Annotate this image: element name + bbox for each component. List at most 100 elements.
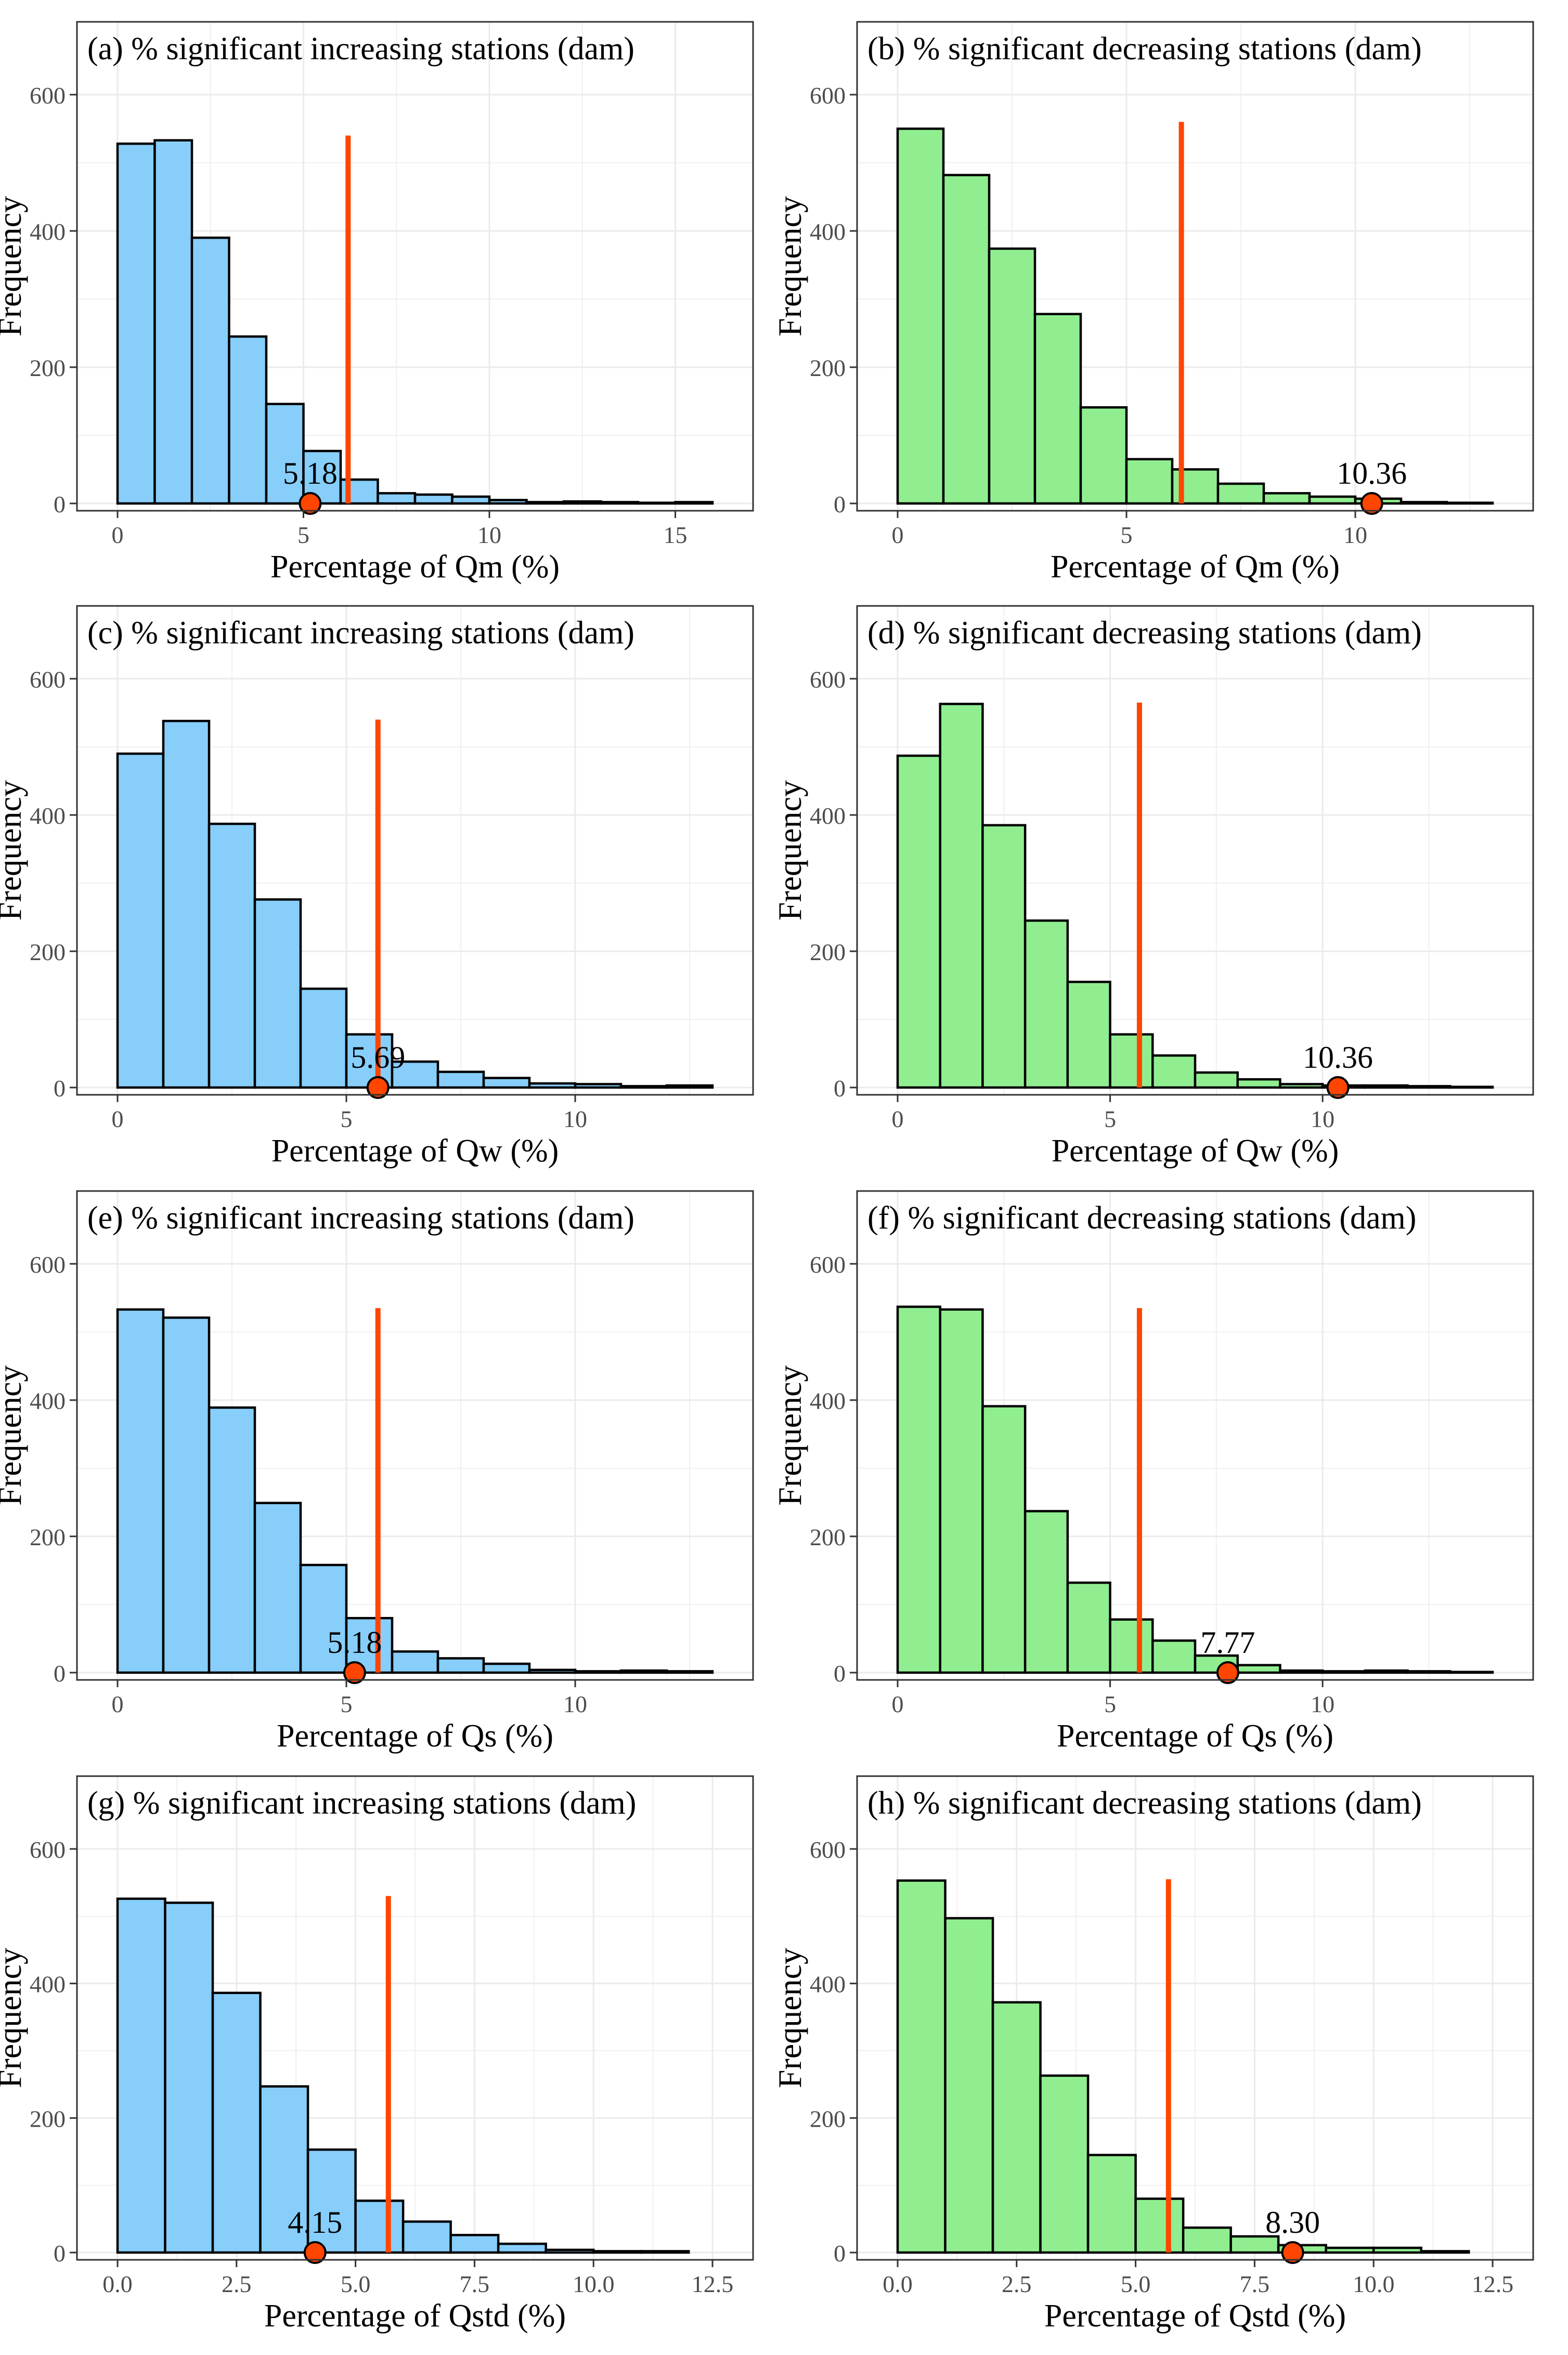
histogram-bar (1321, 1670, 1367, 1674)
panel-c: 5.69 (c) % significant increasing station… (0, 605, 754, 1169)
panel-e: 5.18 (e) % significant increasing station… (0, 1190, 754, 1754)
x-tick-label: 0 (892, 522, 904, 548)
x-tick-label: 10 (1343, 522, 1367, 548)
y-tick-label: 200 (810, 2105, 846, 2132)
panel-border (856, 1190, 1534, 1681)
histogram-bar (1420, 2250, 1470, 2254)
x-tick-label: 5 (341, 1106, 353, 1132)
histogram-bar (208, 822, 256, 1089)
x-tick-label: 10 (563, 1691, 587, 1717)
y-tick-label: 200 (30, 939, 66, 965)
x-tick-label: 5.0 (1121, 2271, 1151, 2297)
x-tick-label: 10.0 (1353, 2271, 1395, 2297)
histogram-bar (1033, 313, 1082, 505)
histogram-bar (162, 1316, 211, 1674)
histogram-bar (162, 719, 211, 1089)
histogram-bar (1023, 1510, 1069, 1674)
y-tick-label: 400 (810, 218, 846, 245)
y-axis-label: Frequency (0, 196, 28, 337)
panel-b: 10.36 (b) % significant decreasing statio… (771, 21, 1534, 585)
x-tick-label: 2.5 (1002, 2271, 1032, 2297)
y-tick-label: 400 (810, 1971, 846, 1998)
histogram-bar (1449, 1085, 1494, 1089)
y-axis-label: Frequency (771, 780, 808, 921)
histogram-bar (896, 127, 945, 505)
x-tick-label: 0 (112, 522, 124, 548)
y-tick-label: 600 (810, 666, 846, 693)
histogram-bar (545, 2248, 595, 2254)
histogram-bar (1364, 1084, 1409, 1089)
histogram-bar (1262, 492, 1311, 505)
y-tick-label: 0 (54, 2240, 66, 2267)
histogram-bar (1308, 495, 1357, 505)
histogram-bar (299, 1563, 348, 1674)
x-tick-label: 0.0 (102, 2271, 133, 2297)
histogram-bar (153, 139, 193, 505)
histogram-bar (354, 2199, 405, 2254)
histogram-bar (164, 1901, 214, 2254)
y-tick-label: 0 (834, 2240, 846, 2267)
histogram-bar (253, 898, 302, 1089)
histogram-bar (988, 247, 1036, 505)
x-tick-label: 10.0 (573, 2271, 615, 2297)
histogram-bar (449, 2234, 500, 2254)
y-tick-label: 200 (30, 1524, 66, 1550)
y-axis-label: Frequency (0, 780, 28, 921)
histogram-bar (1079, 406, 1128, 505)
x-tick-label: 5 (1104, 1691, 1116, 1717)
panel-title: (f) % significant decreasing stations (d… (867, 1200, 1416, 1236)
histogram-bar (436, 1070, 485, 1089)
panel-h: 8.30 (h) % significant decreasing station… (771, 1775, 1534, 2334)
y-tick-label: 400 (30, 1971, 66, 1998)
observed-marker (1326, 1076, 1350, 1099)
y-axis-label: Frequency (771, 1365, 808, 1506)
histogram-bar (896, 754, 941, 1089)
histogram-bar (574, 1670, 623, 1674)
histogram-bar (1039, 2074, 1090, 2254)
histogram-bar (562, 500, 602, 505)
y-tick-label: 600 (810, 82, 846, 109)
panel-border (856, 1775, 1534, 2261)
x-axis-label: Percentage of Qm (%) (1051, 549, 1340, 585)
panel-border (856, 21, 1534, 512)
histogram-bar (1134, 2197, 1185, 2254)
histogram-bar (1406, 1670, 1452, 1674)
y-tick-label: 200 (810, 1524, 846, 1550)
y-axis-label: Frequency (771, 1948, 808, 2088)
panel-title: (g) % significant increasing stations (d… (87, 1785, 636, 1821)
histogram-bar (436, 1657, 485, 1674)
y-tick-label: 400 (30, 803, 66, 829)
observed-marker (1281, 2241, 1304, 2264)
y-tick-label: 0 (54, 491, 66, 517)
histogram-bar (1151, 1639, 1197, 1674)
histogram-bar (116, 1308, 165, 1674)
histogram-bar (528, 1082, 577, 1089)
y-tick-label: 0 (54, 1660, 66, 1687)
panel-border (856, 605, 1534, 1096)
histogram-bar (1406, 1085, 1452, 1089)
histogram-bar (619, 1669, 668, 1674)
histogram-bar (253, 1502, 302, 1674)
observed-marker-label: 4.15 (288, 2205, 342, 2240)
panel-title: (a) % significant increasing stations (d… (87, 31, 634, 67)
y-tick-label: 0 (834, 491, 846, 517)
histogram-bar (401, 2220, 452, 2254)
y-tick-label: 600 (810, 1836, 846, 1863)
histogram-bar (1151, 1054, 1197, 1089)
panel-border (76, 605, 754, 1096)
histogram-bar (981, 1405, 1027, 1674)
histogram-bar (944, 1917, 994, 2254)
panel-d: 10.36 (d) % significant decreasing statio… (771, 605, 1534, 1169)
histogram-bar (939, 703, 984, 1089)
histogram-bar (528, 1668, 577, 1674)
x-tick-label: 5 (1104, 1106, 1116, 1132)
histogram-bar (665, 1084, 714, 1089)
histogram-bar (939, 1308, 984, 1674)
y-tick-label: 400 (30, 1388, 66, 1414)
observed-marker (1216, 1661, 1239, 1684)
histogram-bar (981, 824, 1027, 1089)
y-tick-label: 600 (30, 82, 66, 109)
panel-title: (e) % significant increasing stations (d… (87, 1200, 634, 1236)
x-tick-label: 7.5 (460, 2271, 490, 2297)
x-tick-label: 12.5 (692, 2271, 734, 2297)
